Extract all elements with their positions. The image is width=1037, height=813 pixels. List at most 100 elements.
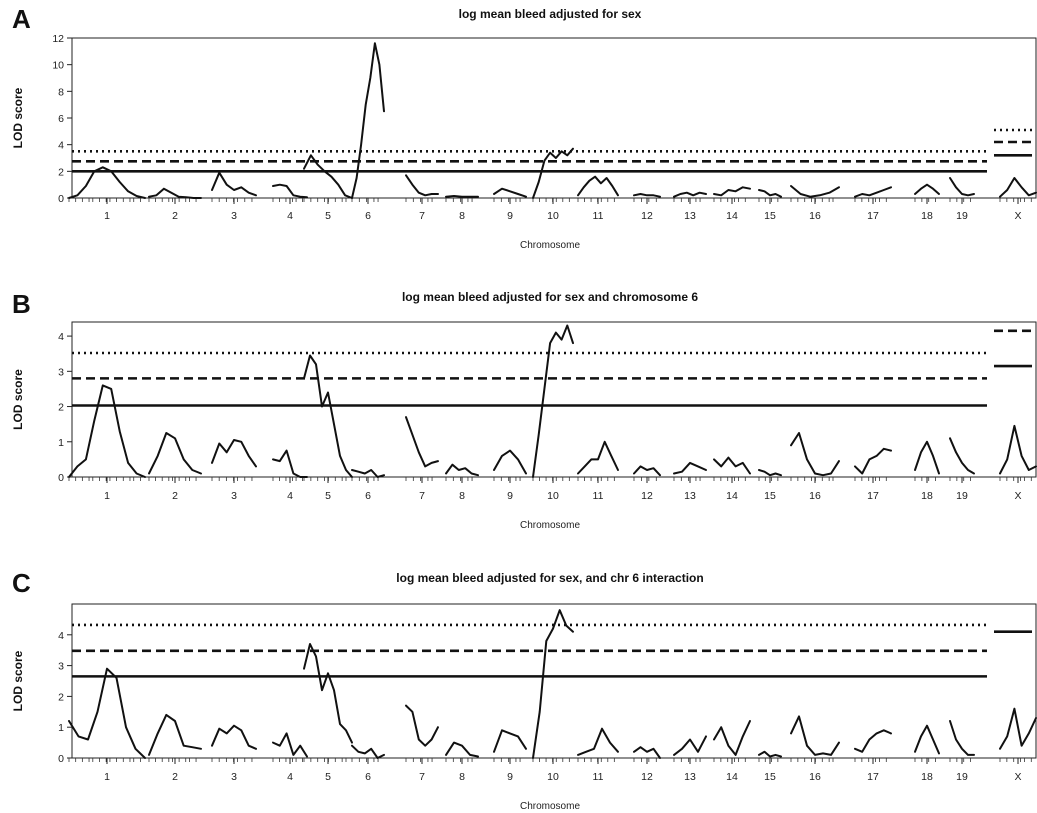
lod-curve-chr-19 bbox=[949, 177, 975, 197]
x-tick-label: 11 bbox=[593, 771, 604, 783]
lod-curve-chr-16 bbox=[790, 432, 840, 477]
y-tick-label: 10 bbox=[52, 60, 64, 72]
x-tick-label: 16 bbox=[809, 210, 821, 222]
lod-curve-chr-4 bbox=[272, 732, 308, 758]
lod-curve-chr-2 bbox=[148, 187, 202, 199]
lod-curve-chr-5 bbox=[303, 154, 353, 199]
x-tick-label: 15 bbox=[764, 490, 776, 502]
lod-curve-chr-16 bbox=[790, 715, 840, 756]
lod-curve-chr-10 bbox=[532, 609, 574, 759]
x-tick-label: 14 bbox=[726, 771, 738, 783]
lod-curve-chr-18 bbox=[914, 724, 940, 755]
x-tick-label: 5 bbox=[325, 490, 331, 502]
x-tick-label: 17 bbox=[867, 490, 879, 502]
x-tick-label: 12 bbox=[641, 490, 653, 502]
x-tick-label: 8 bbox=[459, 210, 465, 222]
lod-curve-chr-1 bbox=[68, 667, 146, 759]
lod-curve-chr-18 bbox=[914, 183, 940, 195]
x-tick-label: X bbox=[1014, 490, 1021, 502]
lod-curve-chr-8 bbox=[445, 195, 479, 198]
x-tick-label: 11 bbox=[593, 210, 604, 222]
plot-frame bbox=[71, 37, 1037, 199]
y-tick-label: 12 bbox=[52, 33, 64, 45]
x-tick-label: 13 bbox=[684, 771, 696, 783]
lod-curve-chr-13 bbox=[673, 191, 707, 198]
y-tick-label: 4 bbox=[58, 331, 64, 343]
x-tick-label: 4 bbox=[287, 490, 293, 502]
x-tick-label: 9 bbox=[507, 490, 513, 502]
x-tick-label: 14 bbox=[726, 210, 738, 222]
chart-title: log mean bleed adjusted for sex, and chr… bbox=[396, 571, 703, 585]
lod-curve-chr-8 bbox=[445, 741, 479, 758]
lod-curve-chr-10 bbox=[532, 147, 574, 199]
chart-title: log mean bleed adjusted for sex and chro… bbox=[402, 290, 698, 304]
x-tick-label: 9 bbox=[507, 771, 513, 783]
y-tick-label: 2 bbox=[58, 402, 64, 414]
lod-curve-chr-7 bbox=[405, 416, 439, 468]
plot-frame bbox=[71, 321, 1037, 478]
x-tick-label: 6 bbox=[365, 771, 371, 783]
lod-curve-chr-7 bbox=[405, 704, 439, 747]
lod-curve-chr-x bbox=[999, 707, 1037, 750]
x-tick-label: 13 bbox=[684, 490, 696, 502]
x-tick-label: X bbox=[1014, 210, 1021, 222]
lod-curve-chr-3 bbox=[211, 439, 257, 468]
x-tick-label: 10 bbox=[547, 490, 559, 502]
x-tick-label: 7 bbox=[419, 210, 425, 222]
lod-curve-chr-10 bbox=[532, 324, 574, 478]
lod-curve-chr-11 bbox=[577, 440, 619, 475]
lod-curve-chr-12 bbox=[633, 193, 661, 198]
x-tick-label: 18 bbox=[921, 210, 933, 222]
x-tick-label: 1 bbox=[104, 490, 110, 502]
lod-curve-chr-14 bbox=[713, 720, 751, 756]
x-tick-label: 6 bbox=[365, 210, 371, 222]
x-tick-label: 16 bbox=[809, 771, 821, 783]
lod-curve-chr-3 bbox=[211, 171, 257, 197]
x-tick-label: 12 bbox=[641, 771, 653, 783]
x-tick-label: 14 bbox=[726, 490, 738, 502]
x-tick-label: 3 bbox=[231, 490, 237, 502]
x-axis-label: Chromosome bbox=[520, 240, 580, 251]
lod-curve-chr-12 bbox=[633, 746, 661, 759]
x-tick-label: 17 bbox=[867, 771, 879, 783]
y-tick-label: 8 bbox=[58, 86, 64, 98]
panel-letter: C bbox=[12, 568, 31, 598]
y-axis-label: LOD score bbox=[11, 369, 25, 430]
x-tick-label: 8 bbox=[459, 490, 465, 502]
lod-curve-chr-1 bbox=[68, 166, 146, 199]
lod-curve-chr-11 bbox=[577, 175, 619, 197]
lod-curve-chr-19 bbox=[949, 437, 975, 475]
lod-curve-chr-3 bbox=[211, 724, 257, 750]
x-tick-label: 18 bbox=[921, 771, 933, 783]
lod-curve-chr-12 bbox=[633, 465, 661, 477]
x-tick-label: 7 bbox=[419, 490, 425, 502]
lod-curve-chr-11 bbox=[577, 727, 619, 756]
lod-curve-chr-6 bbox=[351, 469, 385, 478]
x-tick-label: 1 bbox=[104, 771, 110, 783]
y-tick-label: 4 bbox=[58, 630, 64, 642]
x-tick-label: 12 bbox=[641, 210, 653, 222]
panel-letter: B bbox=[12, 289, 31, 319]
chart-title: log mean bleed adjusted for sex bbox=[459, 7, 642, 21]
lod-curve-chr-16 bbox=[790, 185, 840, 198]
lod-curve-chr-6 bbox=[351, 744, 385, 759]
x-tick-label: 9 bbox=[507, 210, 513, 222]
x-tick-label: 10 bbox=[547, 210, 559, 222]
lod-curve-chr-9 bbox=[493, 187, 527, 198]
y-tick-label: 3 bbox=[58, 366, 64, 378]
lod-curve-chr-15 bbox=[758, 750, 782, 758]
x-tick-label: 4 bbox=[287, 210, 293, 222]
y-tick-label: 0 bbox=[58, 753, 64, 765]
lod-curve-chr-5 bbox=[303, 643, 353, 744]
lod-curve-chr-8 bbox=[445, 463, 479, 477]
lod-curve-chr-15 bbox=[758, 469, 782, 477]
x-tick-label: 15 bbox=[764, 771, 776, 783]
x-tick-label: 4 bbox=[287, 771, 293, 783]
x-tick-label: 13 bbox=[684, 210, 696, 222]
lod-curve-chr-9 bbox=[493, 449, 527, 475]
y-tick-label: 1 bbox=[58, 437, 64, 449]
y-tick-label: 2 bbox=[58, 166, 64, 178]
